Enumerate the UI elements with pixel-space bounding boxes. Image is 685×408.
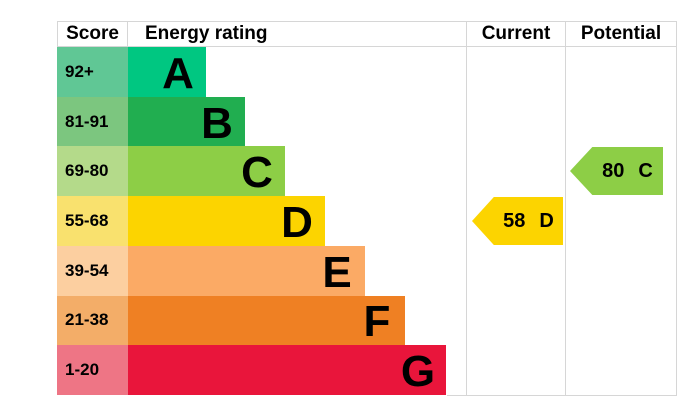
potential-arrow: 80 C [570, 147, 663, 195]
band-rows: 92+ A 81-91 B 69-80 C 55-68 D 39-54 E 21… [57, 47, 676, 396]
band-letter-f: F [363, 297, 391, 347]
grid-line-current-left [466, 21, 467, 396]
current-band-letter: D [539, 210, 554, 232]
score-range-g: 1-20 [57, 345, 128, 396]
score-range-b: 81-91 [57, 96, 128, 147]
band-row-e: 39-54 E [57, 245, 676, 297]
grid-line-potential-left [565, 21, 566, 396]
score-range-a: 92+ [57, 47, 128, 97]
band-letter-g: G [400, 346, 436, 396]
current-column-header: Current [481, 23, 551, 44]
grid-line-score-divider [127, 21, 128, 47]
band-letter-b: B [201, 98, 233, 148]
potential-column-header: Potential [580, 23, 662, 44]
score-range-c: 69-80 [57, 146, 128, 197]
rating-bar-a: A [128, 47, 206, 97]
rating-bar-f: F [128, 295, 405, 347]
score-range-e: 39-54 [57, 245, 128, 296]
band-row-d: 55-68 D [57, 196, 676, 246]
rating-bar-c: C [128, 146, 285, 198]
score-range-f: 21-38 [57, 295, 128, 346]
band-letter-d: D [281, 197, 313, 247]
band-row-a: 92+ A [57, 47, 676, 97]
rating-bar-e: E [128, 245, 365, 297]
rating-bar-b: B [128, 96, 245, 148]
score-column-header: Score [66, 23, 119, 44]
band-row-b: 81-91 B [57, 96, 676, 148]
grid-line-right [676, 21, 677, 396]
band-row-f: 21-38 F [57, 295, 676, 347]
band-letter-c: C [241, 148, 273, 198]
potential-band-letter: C [638, 160, 653, 182]
grid-line-header-left [57, 21, 58, 47]
energy-rating-column-header: Energy rating [145, 23, 268, 44]
rating-bar-d: D [128, 196, 325, 246]
grid-line-top [57, 21, 677, 22]
band-letter-a: A [162, 48, 194, 98]
band-letter-e: E [322, 247, 352, 297]
current-score-value: 58 [503, 210, 526, 232]
band-row-g: 1-20 G [57, 345, 676, 396]
grid-line-bottom [447, 395, 677, 396]
potential-score-value: 80 [602, 160, 625, 182]
score-range-d: 55-68 [57, 196, 128, 246]
band-row-c: 69-80 C [57, 146, 676, 198]
rating-bar-g: G [128, 345, 446, 396]
grid-line-header-bottom [57, 46, 677, 47]
current-arrow: 58 D [472, 197, 563, 245]
